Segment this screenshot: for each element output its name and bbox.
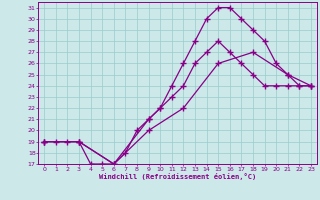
X-axis label: Windchill (Refroidissement éolien,°C): Windchill (Refroidissement éolien,°C) — [99, 173, 256, 180]
